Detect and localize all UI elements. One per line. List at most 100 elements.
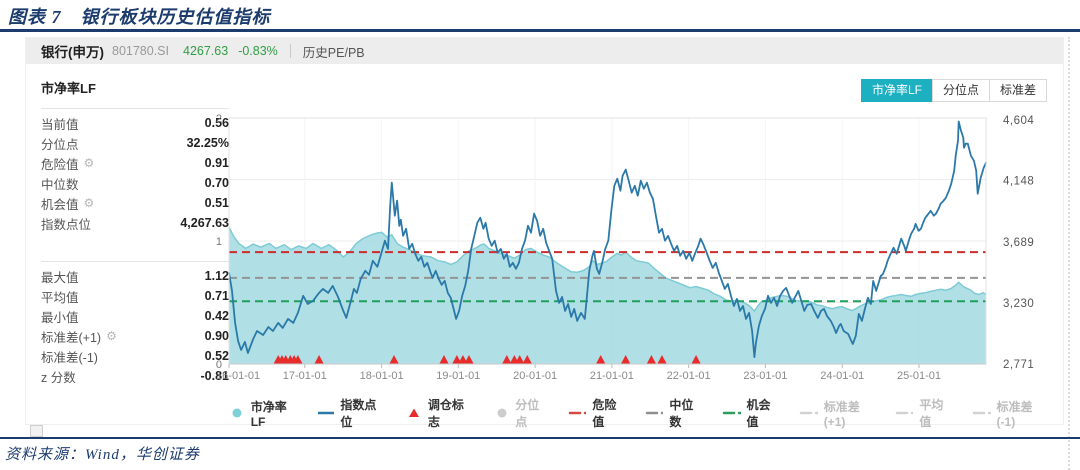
x-axis-label: 19-01-01 [436,370,480,382]
stat-value: 0.56 [204,116,229,130]
stat-label: 机会值 [41,197,79,212]
stat-row: 最大值 1.12 [41,266,229,286]
legend-label: 危险值 [592,398,617,429]
stat-label: 当前值 [41,117,79,132]
rebalance-marker[interactable] [621,355,631,364]
rebalance-marker[interactable] [314,355,324,364]
stat-label: 平均值 [41,290,79,305]
x-axis-label: 18-01-01 [360,370,404,382]
stat-value: 0.70 [204,176,229,190]
legend-label: 中位数 [669,398,694,429]
x-axis-label: 24-01-01 [820,370,864,382]
valuation-chart[interactable]: 0 1 2 2,771 3,230 3,689 4,148 4,604 16-01-01 17-0… [206,108,1056,398]
right-axis-label: 3,230 [1003,298,1034,310]
metric-toggle-group: 市净率LF 分位点 标准差 [860,79,1047,102]
legend-label: 分位点 [515,398,540,429]
stat-value: 0.51 [204,196,229,210]
toggle-percentile[interactable]: 分位点 [931,79,990,102]
legend-item[interactable]: 机会值 [722,396,777,430]
page-title: 图表 7 银行板块历史估值指标 [8,7,271,27]
legend-label: 调仓标志 [427,398,464,429]
dashdot-legend-icon [645,411,664,415]
stat-value: 0.42 [204,309,229,323]
legend-item[interactable]: 标准差(-1) [972,398,1043,429]
rebalance-marker[interactable] [439,355,449,364]
legend-label: 机会值 [746,398,771,429]
stat-row: 当前值 0.56 [41,113,229,133]
right-axis-label: 3,689 [1003,237,1034,249]
toggle-pb[interactable]: 市净率LF [860,79,933,102]
rebalance-marker[interactable] [657,355,667,364]
legend-item[interactable]: 指数点位 [316,396,381,430]
legend-item[interactable]: 标准差(+1) [799,398,873,429]
gear-icon[interactable]: ⚙ [83,156,95,170]
stats-sidebar: 当前值 0.56 分位点 32.25% 危险值 ⚙ 0.91 中位数 0.70 机会值 ⚙ 0.51 指… [41,108,229,414]
left-axis-label: 2 [216,113,222,125]
index-line-series[interactable] [228,120,987,358]
circle-legend-icon [497,408,507,418]
valuation-panel: 银行(申万) 801780.SI 4267.63 -0.83% 历史PE/PB … [25,37,1064,429]
x-axis-label: 21-01-01 [590,370,634,382]
rebalance-marker[interactable] [464,355,474,364]
rebalance-marker[interactable] [389,355,399,364]
left-axis-label: 0 [216,359,222,371]
left-axis-label: 1 [216,236,222,248]
stat-label: 最小值 [41,310,79,325]
chart-heading: 市净率LF [41,81,96,96]
line-legend-icon [317,411,335,415]
header-divider [289,44,291,58]
stat-label: 中位数 [41,177,79,192]
dashdot-legend-icon [799,411,818,415]
rebalance-marker[interactable] [596,355,606,364]
rebalance-marker[interactable] [458,355,468,364]
stat-label: 标准差(+1) [41,330,102,345]
index-code: 801780.SI [112,44,169,58]
index-name: 银行(申万) [41,45,104,60]
stat-group: 当前值 0.56 分位点 32.25% 危险值 ⚙ 0.91 中位数 0.70 机会值 ⚙ 0.51 指… [41,108,229,233]
source-note: 资料来源：Wind，华创证券 [5,447,200,463]
rebalance-marker[interactable] [452,355,462,364]
x-axis-label: 16-01-01 [216,370,260,382]
right-axis-label: 4,148 [1003,176,1034,188]
legend-item[interactable]: 分位点 [491,396,546,430]
rebalance-marker[interactable] [515,355,525,364]
legend-item[interactable]: 平均值 [895,396,950,430]
stat-value: 0.52 [204,349,229,363]
stat-label: 分位点 [41,137,79,152]
circle-legend-icon [232,408,242,418]
tab-history-pe-pb[interactable]: 历史PE/PB [302,45,365,60]
legend-label: 平均值 [919,398,944,429]
legend-item[interactable]: 危险值 [568,396,623,430]
stat-row: 机会值 ⚙ 0.51 [41,193,229,213]
legend-label: 标准差(-1) [996,399,1033,429]
stat-value: 0.71 [204,289,229,303]
stat-value: 0.91 [204,156,229,170]
stat-row: 分位点 32.25% [41,133,229,153]
rebalance-marker[interactable] [646,355,656,364]
legend-item[interactable]: 市净率LF [226,398,294,429]
right-axis-label: 4,604 [1003,115,1034,127]
x-axis-label: 17-01-01 [283,370,327,382]
legend-item[interactable]: 中位数 [645,396,700,430]
rebalance-marker[interactable] [522,355,532,364]
stat-row: 标准差(+1) ⚙ 0.90 [41,326,229,346]
stat-label: z 分数 [41,370,76,385]
legend-label: 市净率LF [250,399,287,429]
gear-icon[interactable]: ⚙ [106,329,117,343]
pb-area-edge [228,227,987,313]
legend-item[interactable]: 调仓标志 [403,396,468,430]
stat-label: 危险值 [41,157,79,172]
stat-row: 指数点位 4,267.63 [41,213,229,233]
stat-row: 最小值 0.42 [41,306,229,326]
title-divider [0,29,1080,32]
stat-row: 标准差(-1) 0.52 [41,346,229,366]
stat-value: -0.81 [200,369,230,383]
rebalance-marker[interactable] [293,355,303,364]
right-axis-label: 2,771 [1003,359,1034,371]
rebalance-marker[interactable] [502,355,512,364]
index-change: -0.83% [238,44,278,58]
toggle-stddev[interactable]: 标准差 [988,79,1047,102]
rebalance-marker[interactable] [691,355,701,364]
stat-value: 0.90 [204,329,229,343]
gear-icon[interactable]: ⚙ [83,196,95,210]
